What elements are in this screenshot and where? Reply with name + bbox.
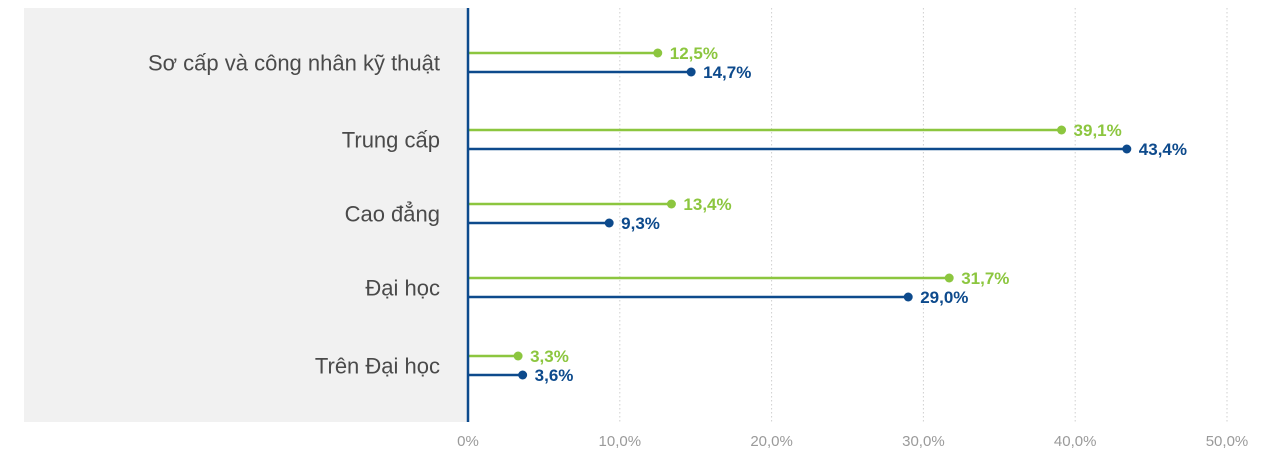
bar-end-dot <box>1057 125 1067 135</box>
bar-end-dot <box>653 48 663 58</box>
data-label: 13,4% <box>683 195 731 214</box>
grid-lines <box>619 8 1228 422</box>
x-tick-label: 10,0% <box>599 433 642 450</box>
category-labels: Sơ cấp và công nhân kỹ thuật Trung cấp Cao… <box>148 51 440 379</box>
data-labels: 12,5% 39,1% 13,4% 31,7% 3,3% 14,7% 43,4% 9,3% 29… <box>530 44 1187 385</box>
x-tick-label: 20,0% <box>750 433 793 450</box>
category-label: Cao đẳng <box>345 202 440 227</box>
data-label: 12,5% <box>670 44 718 63</box>
bar-end-dot <box>944 273 954 283</box>
bar-end-dot <box>604 218 614 228</box>
data-label: 3,6% <box>535 366 574 385</box>
category-label-panel <box>24 8 468 422</box>
x-tick-label: 50,0% <box>1206 433 1249 450</box>
category-label: Đại học <box>365 276 440 301</box>
x-axis-ticks: 0% 10,0% 20,0% 30,0% 40,0% 50,0% <box>457 433 1248 450</box>
data-label: 9,3% <box>621 214 660 233</box>
bar-end-dot <box>686 67 696 77</box>
x-tick-label: 0% <box>457 433 479 450</box>
bar-end-dot <box>513 351 523 361</box>
x-tick-label: 30,0% <box>902 433 945 450</box>
category-label: Sơ cấp và công nhân kỹ thuật <box>148 51 440 76</box>
bar-end-dot <box>666 199 676 209</box>
bar-end-dot <box>518 370 528 380</box>
data-label: 29,0% <box>920 288 968 307</box>
data-label: 31,7% <box>961 269 1009 288</box>
data-label: 3,3% <box>530 347 569 366</box>
data-label: 43,4% <box>1139 140 1187 159</box>
data-label: 14,7% <box>703 63 751 82</box>
bar-end-dot <box>1122 144 1132 154</box>
x-tick-label: 40,0% <box>1054 433 1097 450</box>
category-label: Trung cấp <box>342 128 440 153</box>
bars <box>468 48 1132 380</box>
category-label: Trên Đại học <box>315 354 440 379</box>
data-label: 39,1% <box>1074 121 1122 140</box>
bar-end-dot <box>903 292 913 302</box>
